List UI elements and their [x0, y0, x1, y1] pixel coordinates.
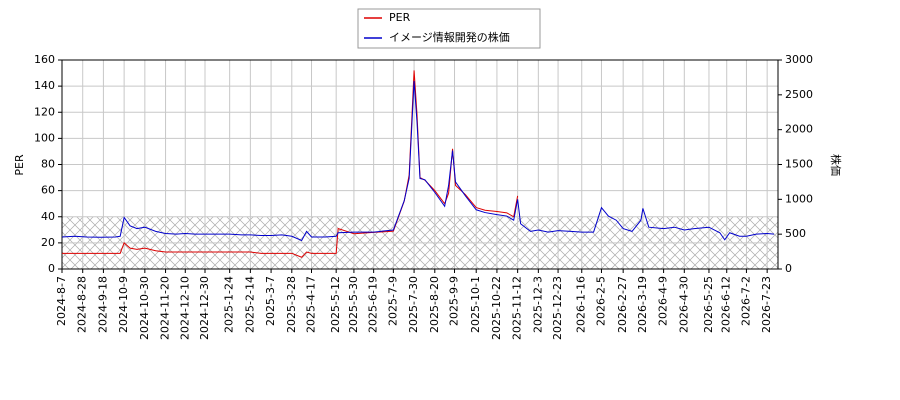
x-tick-label: 2024-12-10: [178, 276, 191, 340]
plot-frame: [61, 59, 779, 270]
y2-tick-label: 2000: [785, 123, 813, 136]
x-tick-label: 2026-2-5: [594, 276, 607, 326]
legend-label: イメージ情報開発の株価: [389, 30, 510, 44]
x-tick-label: 2026-6-12: [720, 276, 733, 333]
x-tick-label: 2025-4-17: [305, 276, 318, 333]
x-tick-label: 2025-12-3: [531, 276, 544, 333]
x-tick-label: 2025-6-19: [367, 276, 380, 333]
y2-tick-label: 1000: [785, 192, 813, 205]
y-tick-label: 0: [48, 262, 55, 275]
x-tick-label: 2025-12-23: [551, 276, 564, 340]
y2-tick-label: 500: [785, 227, 806, 240]
x-tick-label: 2025-10-1: [469, 276, 482, 333]
y2-axis-label: 株価: [829, 154, 843, 176]
y-tick-label: 120: [34, 105, 55, 118]
series-line: [61, 80, 775, 242]
x-tick-label: 2025-8-20: [428, 276, 441, 333]
y2-tick-label: 0: [785, 262, 792, 275]
legend-label: PER: [389, 11, 411, 24]
y-tick-label: 40: [41, 210, 55, 223]
x-tick-label: 2025-11-12: [511, 276, 524, 340]
x-tick-label: 2024-11-20: [159, 276, 172, 340]
y-tick-label: 20: [41, 236, 55, 249]
y-axis-label: PER: [13, 154, 26, 176]
x-tick-label: 2025-9-9: [448, 276, 461, 326]
x-tick-label: 2025-3-28: [285, 276, 298, 333]
x-tick-label: 2025-2-14: [243, 276, 256, 333]
x-tick-label: 2025-7-9: [386, 276, 399, 326]
x-tick-label: 2024-9-18: [96, 276, 109, 333]
x-tick-label: 2026-4-9: [657, 276, 670, 326]
y-tick-label: 60: [41, 184, 55, 197]
y2-tick-label: 2500: [785, 88, 813, 101]
y2-tick-label: 3000: [785, 53, 813, 66]
x-tick-label: 2025-10-22: [490, 276, 503, 340]
y-tick-label: 140: [34, 79, 55, 92]
x-tick-label: 2026-4-30: [677, 276, 690, 333]
x-tick-label: 2025-5-30: [347, 276, 360, 333]
x-tick-label: 2024-12-30: [198, 276, 211, 340]
x-tick-label: 2025-7-30: [407, 276, 420, 333]
y-tick-label: 100: [34, 131, 55, 144]
y2-tick-label: 1500: [785, 158, 813, 171]
x-tick-label: 2024-10-9: [117, 276, 130, 333]
x-tick-label: 2024-8-7: [55, 276, 68, 326]
x-tick-label: 2025-3-7: [264, 276, 277, 326]
x-tick-label: 2024-10-30: [138, 276, 151, 340]
y-tick-label: 80: [41, 158, 55, 171]
x-tick-label: 2025-5-12: [329, 276, 342, 333]
x-tick-label: 2025-1-24: [223, 276, 236, 333]
y-tick-label: 160: [34, 53, 55, 66]
x-tick-label: 2026-7-2: [739, 276, 752, 326]
x-tick-label: 2026-5-25: [702, 276, 715, 333]
x-tick-label: 2026-1-16: [575, 276, 588, 333]
legend-box: [357, 8, 541, 49]
x-tick-label: 2026-2-27: [616, 276, 629, 333]
x-tick-label: 2026-7-23: [760, 276, 773, 333]
x-tick-label: 2026-3-19: [636, 276, 649, 333]
x-tick-label: 2024-8-28: [76, 276, 89, 333]
